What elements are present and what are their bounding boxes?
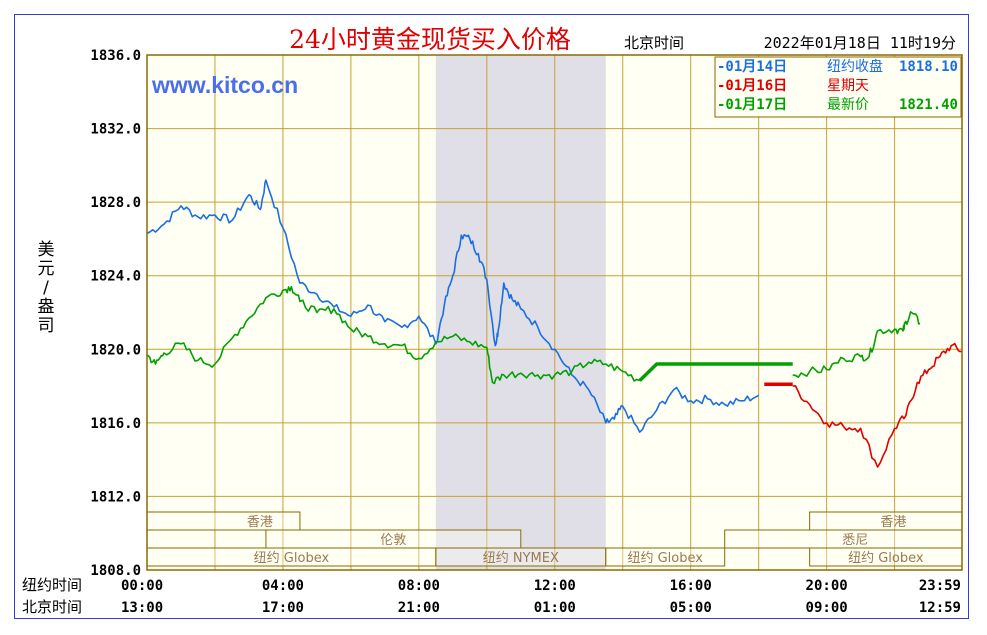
legend-label: 纽约收盘	[827, 58, 883, 75]
watermark-logo: www.kitco.cn	[151, 72, 298, 98]
legend-label: 星期天	[827, 78, 869, 94]
x-row-label-newyork: 纽约时间	[22, 576, 82, 594]
y-axis-label: 美元/盎司	[38, 240, 55, 336]
session-label: 纽约 NYMEX	[483, 551, 559, 566]
y-axis-label-char: 司	[38, 316, 55, 336]
x-tick-label: 23:59	[919, 578, 961, 594]
x-row-label-beijing: 北京时间	[22, 598, 82, 616]
x-tick-label: 16:00	[670, 578, 712, 594]
legend-value: 1821.40	[899, 97, 958, 113]
x-tick-label: 12:59	[919, 600, 961, 616]
series-line	[792, 342, 963, 468]
y-tick-label: 1832.0	[90, 122, 141, 138]
timezone-label: 北京时间	[624, 34, 684, 52]
session-label: 香港	[247, 515, 273, 530]
x-tick-label: 13:00	[121, 600, 163, 616]
series-layer	[146, 179, 963, 468]
x-axis: 纽约时间 00:00 04:00 08:00 12:00 16:00 20:00 23:59 北…	[22, 576, 961, 616]
y-tick-label: 1816.0	[90, 416, 141, 432]
nymex-session-shade	[435, 55, 606, 570]
timestamp: 2022年01月18日 11时19分	[764, 34, 956, 52]
x-tick-label: 17:00	[262, 600, 304, 616]
y-axis-label-char: 盎	[38, 297, 55, 317]
y-tick-label: 1836.0	[90, 48, 141, 64]
x-tick-label: 08:00	[398, 578, 440, 594]
x-tick-label: 21:00	[398, 600, 440, 616]
x-tick-label: 20:00	[806, 578, 848, 594]
session-bar	[146, 511, 301, 531]
chart-frame	[14, 14, 969, 619]
session-label: 香港	[880, 515, 906, 530]
y-axis-label-char: 美	[38, 240, 55, 260]
legend-label: 最新价	[827, 97, 869, 113]
session-label: 悉尼	[842, 533, 868, 548]
plot-border	[146, 54, 963, 571]
legend-box	[714, 56, 962, 118]
session-bar	[605, 547, 726, 567]
y-tick-label: 1808.0	[90, 563, 141, 579]
y-axis-label-char: /	[43, 278, 49, 298]
y-tick-label: 1828.0	[90, 195, 141, 211]
y-axis: 1836.0 1832.0 1828.0 1824.0 1820.0 1816.0 1812…	[90, 48, 141, 579]
session-label: 纽约 Globex	[848, 551, 924, 566]
legend-value: 1818.10	[899, 59, 958, 75]
legend-date: -01月14日	[717, 59, 787, 75]
series-line	[792, 311, 921, 379]
x-tick-label: 01:00	[534, 600, 576, 616]
session-label: 纽约 Globex	[627, 551, 703, 566]
chart-title: 24小时黄金现货买入价格	[289, 25, 571, 54]
y-axis-label-char: 元	[38, 259, 55, 279]
session-label: 纽约 Globex	[254, 551, 330, 566]
legend: -01月14日 纽约收盘 1818.10 -01月16日 星期天 -01月17日 最新价 18…	[714, 56, 962, 118]
y-tick-label: 1812.0	[90, 489, 141, 505]
x-tick-label: 12:00	[534, 578, 576, 594]
x-tick-label: 05:00	[670, 600, 712, 616]
x-tick-label: 09:00	[806, 600, 848, 616]
series-line	[146, 179, 760, 433]
series-line	[146, 285, 640, 385]
session-label: 伦敦	[380, 532, 406, 548]
x-tick-label: 00:00	[121, 578, 163, 594]
y-tick-label: 1820.0	[90, 342, 141, 358]
series-line	[638, 362, 793, 382]
legend-date: -01月16日	[717, 78, 787, 94]
y-tick-label: 1824.0	[90, 269, 141, 285]
x-tick-label: 04:00	[262, 578, 304, 594]
legend-date: -01月17日	[717, 97, 787, 113]
